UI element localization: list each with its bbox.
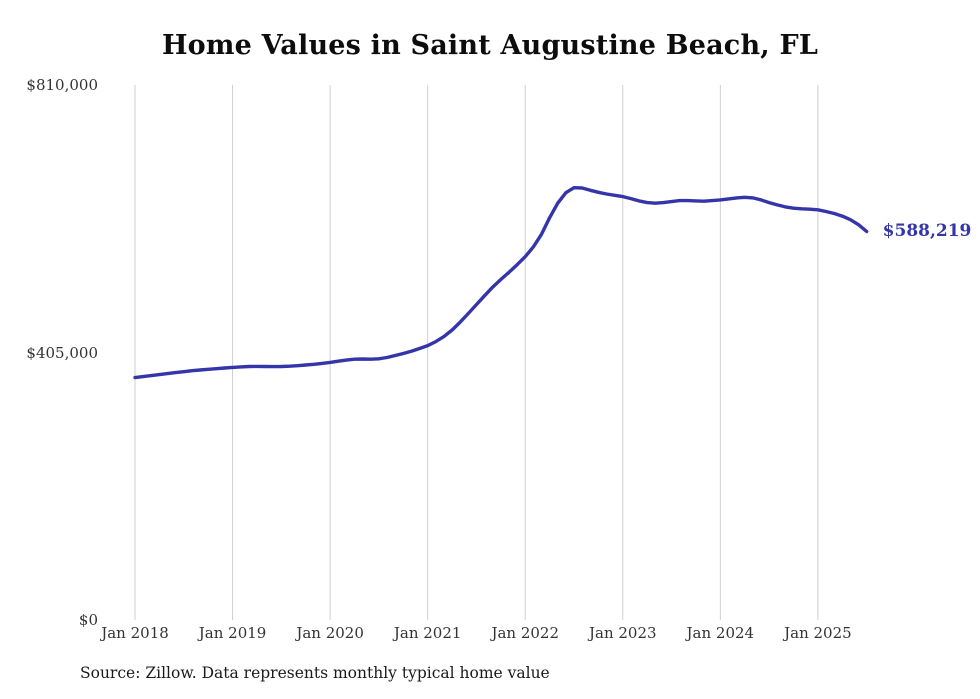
end-value-label: $588,219 [882, 221, 972, 242]
value-line-path [133, 186, 869, 380]
chart-title: Home Values in Saint Augustine Beach, FL [161, 30, 819, 61]
x-tick-label: Jan 2024 [686, 624, 755, 642]
x-tick-label: Jan 2018 [101, 624, 169, 642]
source-note: Source: Zillow. Data represents monthly … [80, 664, 550, 682]
y-tick-label: $810,000 [26, 76, 98, 94]
gridlines [134, 85, 819, 620]
y-tick-label: $0 [78, 611, 98, 629]
y-tick-label: $405,000 [26, 343, 98, 362]
x-tick-label: Jan 2022 [491, 624, 559, 642]
x-tick-label: Jan 2019 [198, 624, 267, 642]
value-line [133, 186, 869, 380]
x-tick-label: Jan 2020 [296, 624, 364, 642]
x-tick-label: Jan 2025 [784, 624, 852, 642]
x-tick-label: Jan 2023 [589, 624, 657, 642]
x-tick-label: Jan 2021 [393, 624, 462, 642]
